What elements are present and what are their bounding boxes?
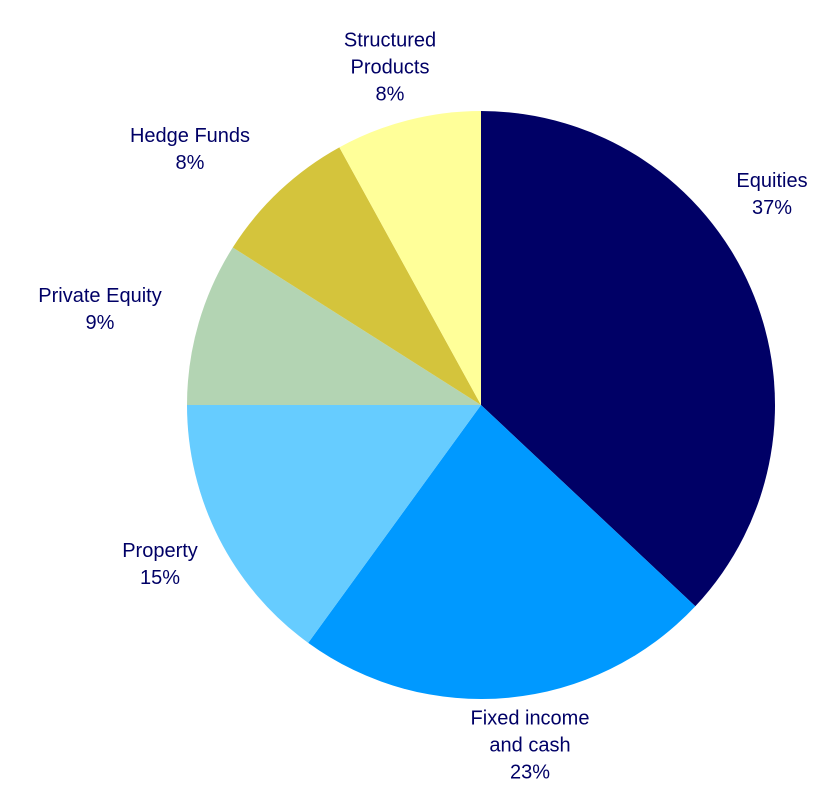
pie-slice — [187, 247, 481, 405]
value-label: 9% — [85, 312, 115, 334]
category-name: Hedge Funds — [129, 125, 251, 147]
value-label: 37% — [751, 197, 793, 219]
value-label: 15% — [139, 567, 181, 589]
pie-slice — [481, 111, 775, 607]
category-name: Fixed income and cash — [470, 707, 590, 757]
category-name: Property — [122, 540, 198, 562]
slice-label: Private Equity 9% — [38, 283, 161, 337]
category-name: Private Equity — [38, 285, 162, 307]
category-name: Equities — [736, 170, 808, 192]
slice-label: Property 15% — [122, 538, 198, 592]
pie-slice — [232, 147, 481, 405]
pie-slice — [187, 405, 481, 643]
pie-slice — [308, 405, 696, 699]
slice-label: Fixed income and cash 23% — [455, 706, 605, 787]
value-label: 8% — [175, 152, 205, 174]
slice-label: Hedge Funds 8% — [130, 123, 250, 177]
pie-slice — [339, 111, 481, 405]
slice-label: Equities 37% — [736, 168, 807, 222]
value-label: 8% — [375, 83, 405, 106]
slice-label: Structured Products 8% — [330, 28, 450, 109]
category-name: Structured Products — [343, 29, 437, 79]
value-label: 23% — [509, 761, 551, 784]
